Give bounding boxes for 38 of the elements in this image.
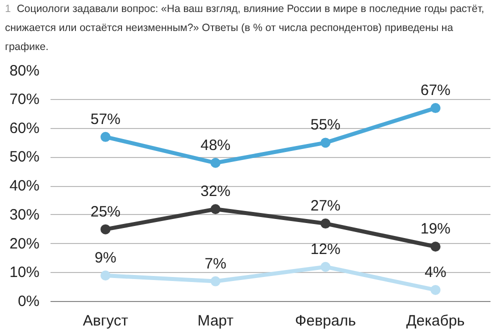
data-label: 25% (90, 203, 121, 220)
x-tick-label: Август (82, 312, 128, 330)
y-tick-label: 70% (9, 90, 40, 108)
y-tick-label: 10% (9, 264, 40, 282)
data-label: 48% (200, 136, 231, 154)
y-tick-label: 60% (9, 120, 40, 137)
point (320, 218, 330, 229)
y-tick-label: 40% (9, 178, 40, 194)
x-tick-label: Февраль (295, 312, 356, 330)
y-tick-label: 80% (9, 62, 40, 80)
point (430, 103, 440, 114)
x-tick-label: Март (198, 312, 234, 330)
data-label: 67% (420, 82, 451, 100)
point (210, 276, 220, 286)
x-tick-label: Декабрь (406, 312, 465, 330)
data-label: 55% (310, 116, 341, 134)
text: 1 (5, 3, 11, 15)
point (100, 224, 110, 234)
data-label: 32% (200, 183, 231, 200)
data-label: 9% (94, 250, 116, 267)
point (320, 262, 330, 272)
data-label: 27% (310, 198, 341, 215)
point (100, 132, 110, 142)
data-label: 7% (204, 255, 226, 272)
data-label: 19% (420, 220, 451, 238)
point (430, 242, 440, 252)
data-label: 57% (90, 110, 121, 128)
point (430, 284, 440, 295)
y-tick-label: 50% (9, 148, 40, 166)
point (210, 158, 220, 168)
data-label: 12% (310, 240, 341, 258)
point (100, 270, 110, 281)
y-tick-label: 0% (18, 293, 40, 310)
data-label: 4% (424, 264, 446, 281)
y-tick-label: 30% (9, 206, 40, 224)
y-tick-label: 20% (9, 235, 40, 252)
point (210, 204, 220, 214)
point (320, 138, 330, 148)
